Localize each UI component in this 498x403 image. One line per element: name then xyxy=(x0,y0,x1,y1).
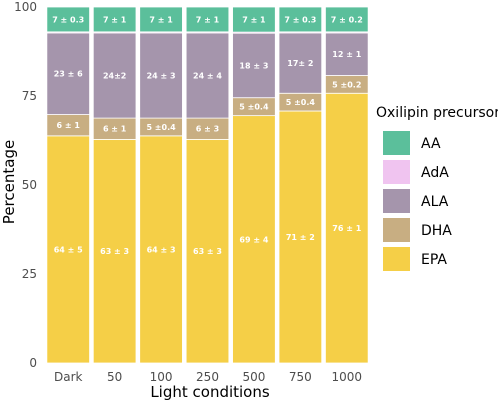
data-label: 76 ± 1 xyxy=(332,224,361,233)
data-label: 6 ± 1 xyxy=(103,125,127,134)
legend-swatch-epa xyxy=(383,247,410,271)
data-label: 6 ± 3 xyxy=(196,125,219,134)
data-labels-layer: 64 ± 5 6 ± 1 23 ± 6 7 ± 0.3 63 ± 3 6 ± 1 24±2 7… xyxy=(52,15,363,256)
x-tick-label: Dark xyxy=(54,370,83,384)
bar-segment-epa-dark xyxy=(46,135,90,364)
bar-segment-aa-100 xyxy=(139,6,183,33)
bar-segment-ala-500 xyxy=(232,32,276,99)
y-tick-label: 100 xyxy=(14,0,37,14)
data-label: 5 ±0.4 xyxy=(146,123,176,132)
data-label: 71 ± 2 xyxy=(286,233,315,242)
data-label: 7 ± 0.3 xyxy=(284,15,316,24)
y-tick-label: 0 xyxy=(29,356,37,370)
legend-label-ada: AdA xyxy=(421,165,449,181)
data-label: 63 ± 3 xyxy=(193,247,222,256)
bars-layer xyxy=(46,6,369,364)
legend-title: Oxilipin precursors xyxy=(376,105,498,121)
y-axis-title: Percentage xyxy=(0,140,18,224)
legend-swatch-dha xyxy=(383,218,410,242)
axes-layer: Dark 50 100 250 500 750 1000 0 25 50 75 100 xyxy=(14,0,362,384)
legend-label-epa: EPA xyxy=(421,252,447,268)
bar-segment-aa-500 xyxy=(232,6,276,33)
legend-swatch-ada xyxy=(383,160,410,184)
x-tick-label: 50 xyxy=(107,370,122,384)
data-label: 69 ± 4 xyxy=(239,235,268,244)
y-tick-label: 25 xyxy=(22,267,37,281)
data-label: 6 ± 1 xyxy=(57,121,81,130)
bar-segment-aa-dark xyxy=(46,6,90,33)
data-label: 63 ± 3 xyxy=(100,247,129,256)
data-label: 64 ± 3 xyxy=(147,245,176,254)
legend-label-ala: ALA xyxy=(421,194,449,210)
bar-segment-epa-100 xyxy=(139,135,183,364)
x-tick-label: 750 xyxy=(289,370,312,384)
x-tick-label: 250 xyxy=(196,370,219,384)
bar-segment-epa-1000 xyxy=(325,92,369,364)
data-label: 24 ± 3 xyxy=(147,72,176,81)
bar-segment-epa-750 xyxy=(278,110,323,364)
data-label: 7 ± 1 xyxy=(103,15,127,24)
bar-segment-aa-750 xyxy=(278,6,323,33)
data-label: 18 ± 3 xyxy=(239,61,268,70)
bar-segment-aa-250 xyxy=(185,6,230,33)
data-label: 5 ±0.2 xyxy=(332,80,361,89)
x-axis-title: Light conditions xyxy=(150,383,270,401)
bar-segment-ala-100 xyxy=(139,32,183,119)
bar-segment-aa-50 xyxy=(92,6,137,33)
data-label: 5 ±0.4 xyxy=(286,98,316,107)
y-tick-label: 75 xyxy=(22,89,37,103)
legend-label-dha: DHA xyxy=(421,223,452,239)
x-tick-label: 500 xyxy=(242,370,265,384)
data-label: 64 ± 5 xyxy=(54,245,83,254)
legend-label-aa: AA xyxy=(421,136,441,152)
data-label: 17± 2 xyxy=(287,59,313,68)
bar-segment-ala-1000 xyxy=(325,32,369,76)
bar-segment-epa-250 xyxy=(185,138,230,364)
legend-swatch-ala xyxy=(383,189,410,213)
legend: Oxilipin precursors AA AdA ALA DHA EPA xyxy=(376,105,498,271)
data-label: 7 ± 1 xyxy=(149,15,173,24)
bar-segment-aa-1000 xyxy=(325,6,369,33)
bar-segment-epa-50 xyxy=(92,138,137,364)
data-label: 7 ± 1 xyxy=(196,15,220,24)
data-label: 7 ± 1 xyxy=(242,16,266,25)
data-label: 12 ± 1 xyxy=(332,50,361,59)
data-label: 7 ± 0.3 xyxy=(52,15,84,24)
x-tick-label: 100 xyxy=(150,370,173,384)
legend-swatch-aa xyxy=(383,131,410,155)
data-label: 7 ± 0.2 xyxy=(331,15,363,24)
data-label: 23 ± 6 xyxy=(54,70,83,79)
bar-segment-ala-750 xyxy=(278,32,323,94)
y-tick-label: 50 xyxy=(22,178,37,192)
x-tick-label: 1000 xyxy=(332,370,363,384)
data-label: 24 ± 4 xyxy=(193,72,222,81)
data-label: 5 ±0.4 xyxy=(239,103,269,112)
data-label: 24±2 xyxy=(103,72,126,81)
